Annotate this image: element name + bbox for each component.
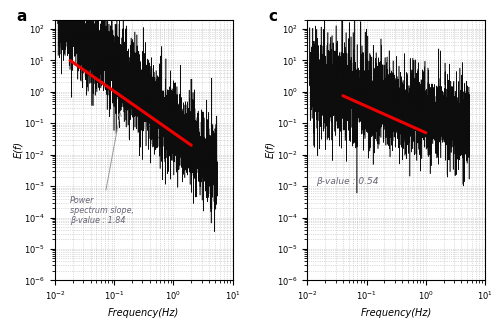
Text: Power
spectrum slope,
β-value : 1.84: Power spectrum slope, β-value : 1.84 xyxy=(70,113,134,225)
X-axis label: Frequency(Hz): Frequency(Hz) xyxy=(108,308,180,318)
Text: β-value : 0.54: β-value : 0.54 xyxy=(316,177,378,185)
Text: c: c xyxy=(268,9,277,24)
Text: a: a xyxy=(16,9,26,24)
X-axis label: Frequency(Hz): Frequency(Hz) xyxy=(360,308,432,318)
Y-axis label: E(f): E(f) xyxy=(265,141,275,158)
Y-axis label: E(f): E(f) xyxy=(13,141,23,158)
